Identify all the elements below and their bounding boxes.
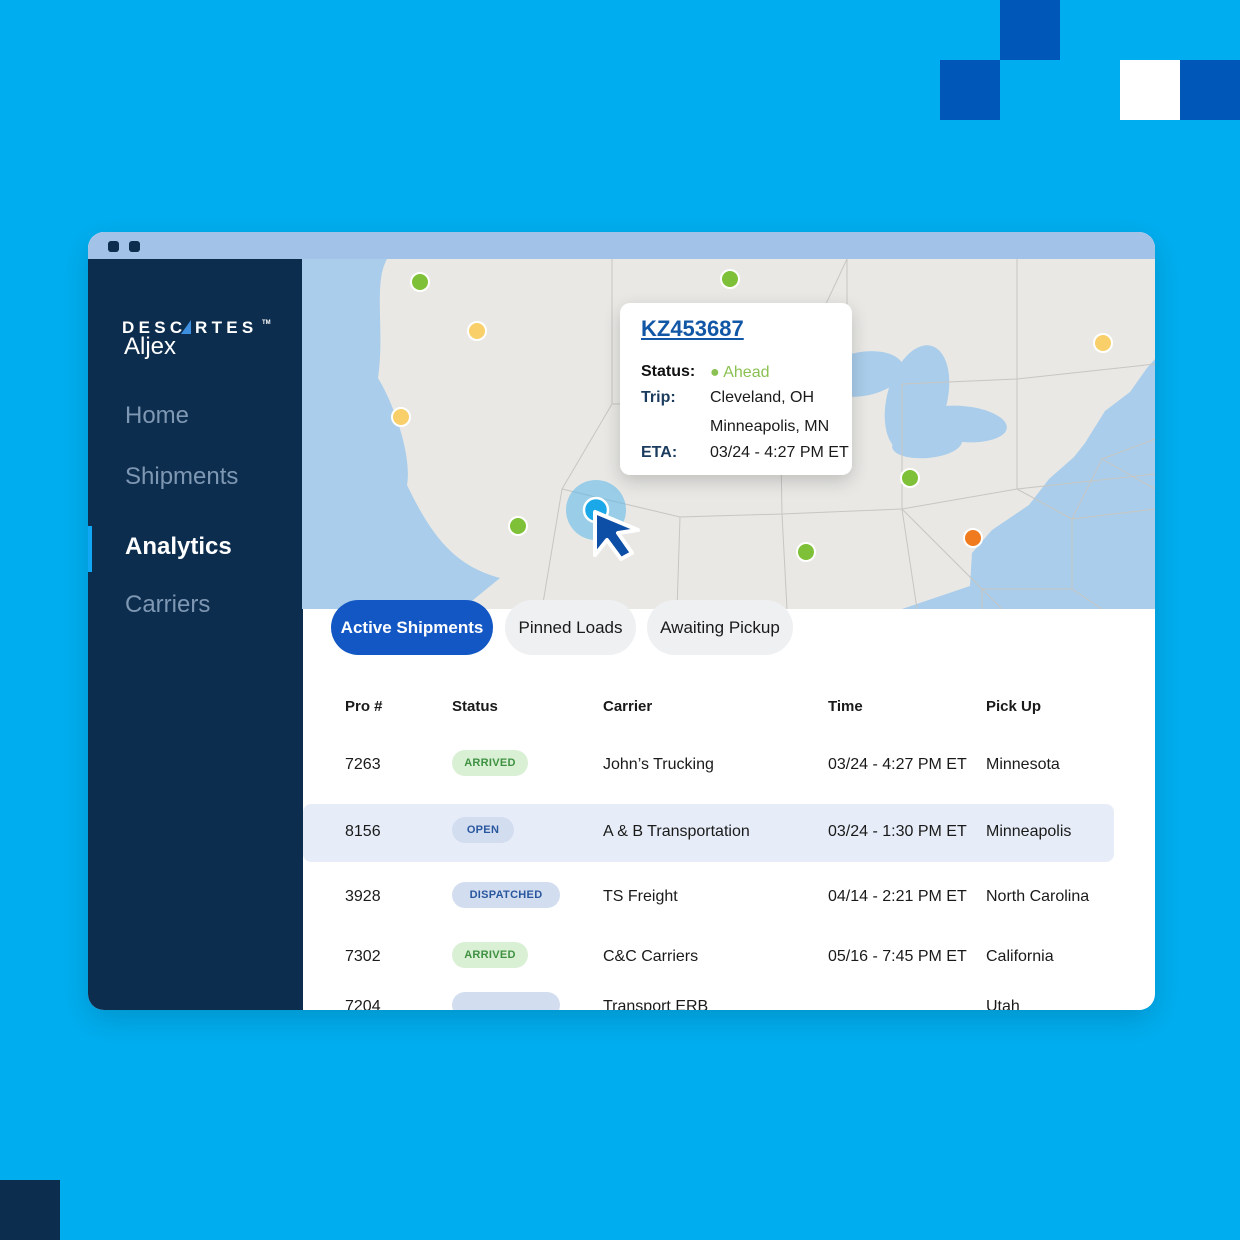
svg-text:RTES: RTES (195, 318, 258, 337)
svg-text:TM: TM (262, 320, 271, 326)
